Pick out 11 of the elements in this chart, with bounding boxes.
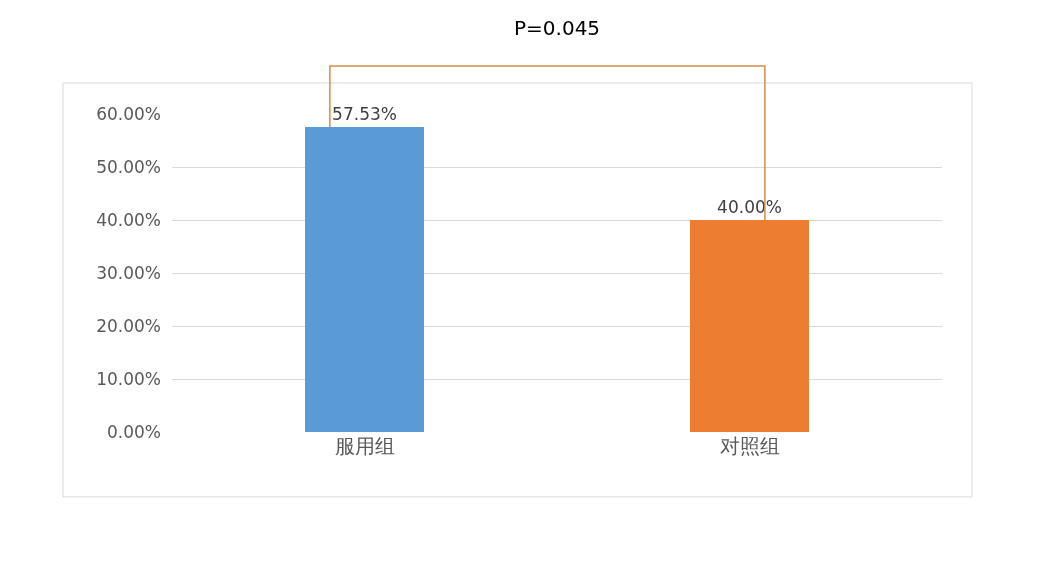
- y-tick-label: 10.00%: [96, 368, 161, 389]
- data-label: 57.53%: [332, 104, 397, 125]
- y-tick-label: 20.00%: [96, 315, 161, 336]
- y-tick-label: 50.00%: [96, 156, 161, 177]
- text: P=0.045: [514, 16, 601, 40]
- y-tick-label: 0.00%: [106, 421, 161, 442]
- x-tick-label: 服用组: [334, 434, 395, 458]
- y-tick-label: 60.00%: [96, 103, 161, 124]
- y-tick-label: 40.00%: [96, 209, 161, 230]
- x-tick-label: 对照组: [719, 434, 780, 458]
- y-tick-label: 30.00%: [96, 262, 161, 283]
